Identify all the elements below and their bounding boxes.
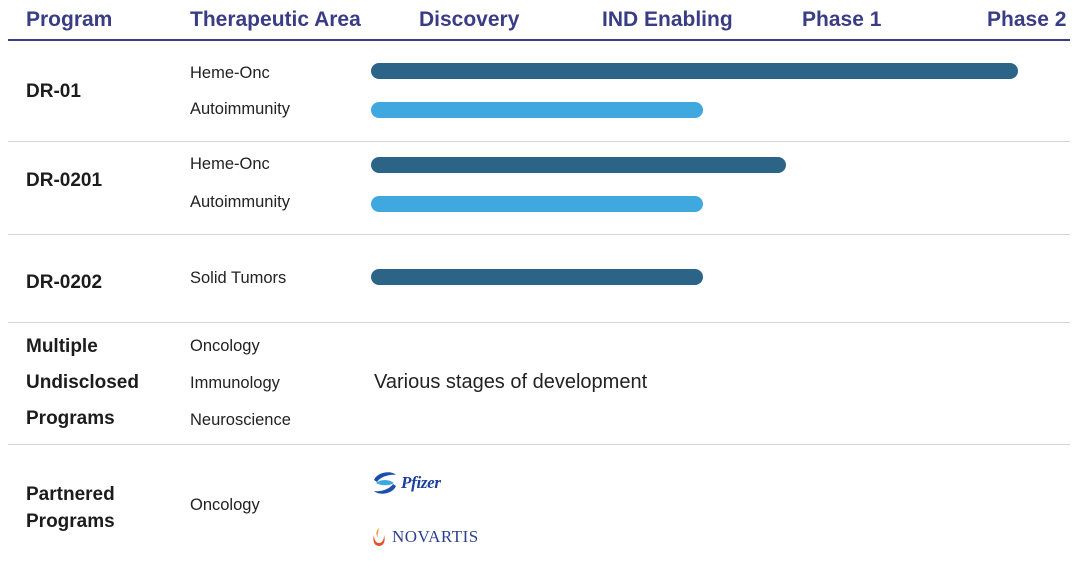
progress-bar-dr-01-autoimmunity <box>371 102 703 118</box>
area-neuroscience: Neuroscience <box>190 411 291 429</box>
area-heme-onc: Heme-Onc <box>190 64 270 82</box>
pfizer-pill-icon <box>374 472 396 494</box>
header-phase-2: Phase 2 <box>987 8 1067 31</box>
program-line: Programs <box>26 511 115 532</box>
area-autoimmunity: Autoimmunity <box>190 100 290 118</box>
progress-bar-dr-01-heme-onc <box>371 63 1018 79</box>
area-immunology: Immunology <box>190 374 280 392</box>
area-oncology: Oncology <box>190 337 260 355</box>
header-discovery: Discovery <box>419 8 520 31</box>
header-divider <box>8 39 1070 41</box>
pfizer-wordmark: Pfizer <box>401 473 441 492</box>
program-line: Partnered <box>26 484 115 505</box>
novartis-logo: NOVARTIS <box>371 527 479 547</box>
progress-bar-dr-0201-autoimmunity <box>371 196 703 212</box>
pfizer-logo: Pfizer <box>371 470 441 496</box>
various-stages-note: Various stages of development <box>374 371 648 393</box>
area-oncology: Oncology <box>190 496 260 514</box>
header-ind-enabling: IND Enabling <box>602 8 733 31</box>
progress-bar-dr-0201-heme-onc <box>371 157 786 173</box>
area-autoimmunity: Autoimmunity <box>190 193 290 211</box>
row-divider <box>8 444 1070 445</box>
program-multiple-undisclosed: Multiple Undisclosed Programs <box>26 333 139 432</box>
progress-bar-dr-0202-solid-tumors <box>371 269 703 285</box>
area-heme-onc: Heme-Onc <box>190 155 270 173</box>
novartis-flame-icon <box>373 528 385 546</box>
program-dr-01: DR-01 <box>26 81 81 102</box>
header-program: Program <box>26 8 113 31</box>
row-divider <box>8 234 1070 235</box>
area-solid-tumors: Solid Tumors <box>190 269 287 287</box>
program-line: Programs <box>26 408 115 429</box>
row-divider <box>8 141 1070 142</box>
header-therapeutic-area: Therapeutic Area <box>190 8 361 31</box>
header-phase-1: Phase 1 <box>802 8 882 31</box>
program-dr-0201: DR-0201 <box>26 170 103 191</box>
program-partnered: Partnered Programs <box>26 481 115 535</box>
program-line: Multiple <box>26 336 98 357</box>
program-line: Undisclosed <box>26 372 139 393</box>
row-divider <box>8 322 1070 323</box>
program-dr-0202: DR-0202 <box>26 272 103 293</box>
novartis-wordmark: NOVARTIS <box>392 527 479 546</box>
